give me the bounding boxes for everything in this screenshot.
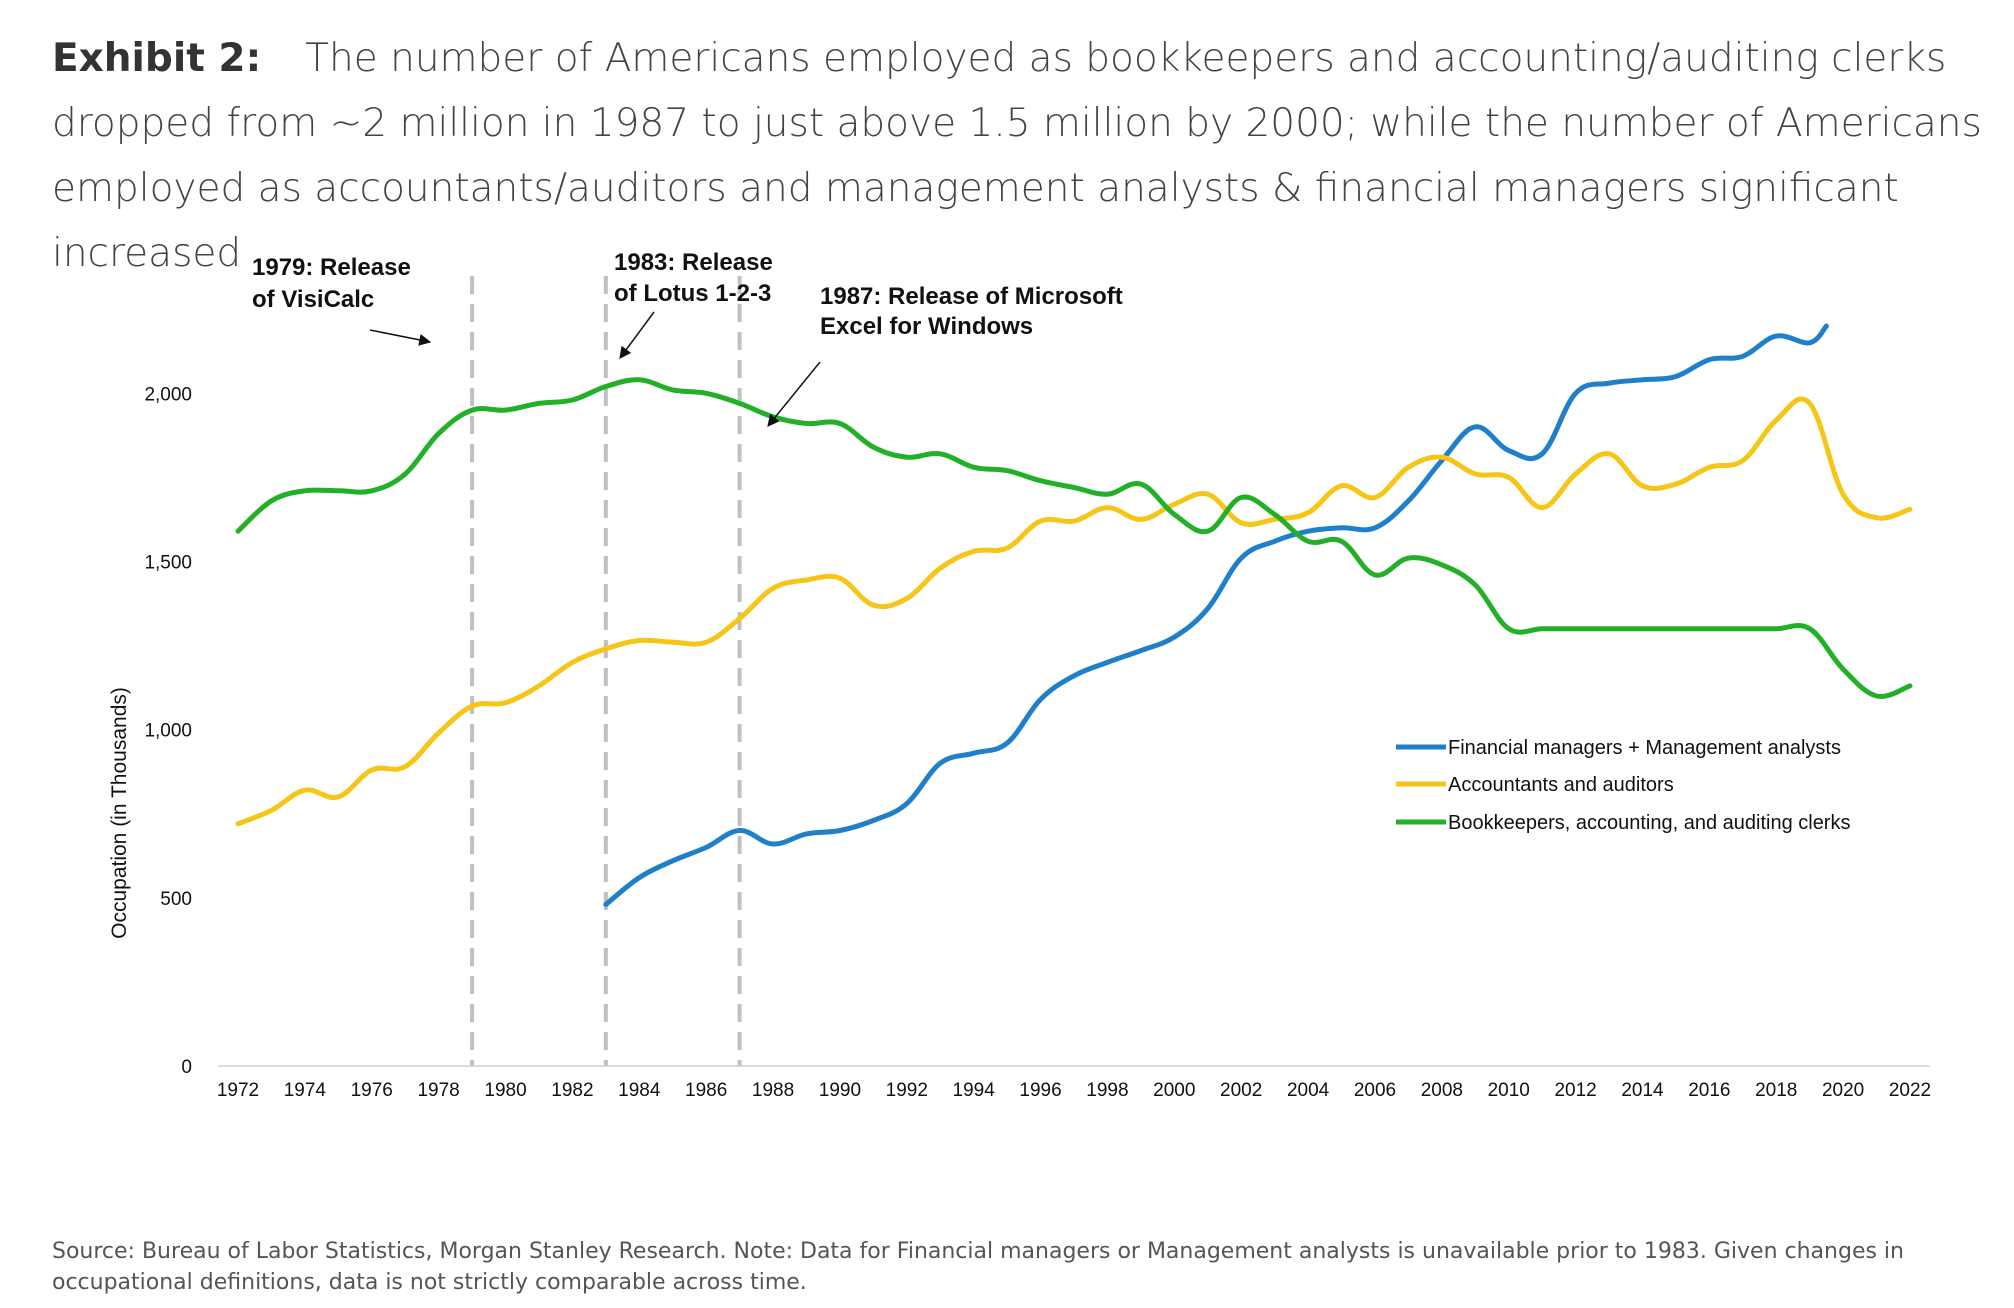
x-tick-label: 1976 — [351, 1080, 393, 1101]
series-financial-managers — [603, 323, 1829, 907]
event-lines — [470, 276, 742, 1066]
exhibit-label: Exhibit 2: — [52, 36, 262, 81]
x-tick-label: 2004 — [1287, 1080, 1330, 1101]
y-tick-label: 2,000 — [144, 384, 192, 405]
x-tick-label: 2012 — [1554, 1080, 1596, 1101]
x-tick-label: 2002 — [1220, 1080, 1262, 1101]
y-tick-label: 1,000 — [144, 721, 192, 742]
line-chart: 0 500 1,000 1,500 2,000 1972 1974 1976 1978 1980… — [108, 249, 1931, 1101]
x-tick-label: 1980 — [484, 1080, 526, 1101]
source-note: Source: Bureau of Labor Statistics, Morg… — [52, 1239, 1904, 1295]
annotation-visicalc-line1: 1979: Release — [252, 254, 411, 281]
y-tick-labels: 0 500 1,000 1,500 2,000 — [144, 384, 192, 1078]
x-tick-label: 1990 — [819, 1080, 861, 1101]
x-tick-label: 1974 — [284, 1080, 327, 1101]
annotation-visicalc-line2: of VisiCalc — [252, 286, 374, 313]
annotation-excel: 1987: Release of Microsoft Excel for Win… — [767, 283, 1123, 427]
legend-label-financial: Financial managers + Management analysts — [1448, 737, 1841, 759]
series-bookkeepers-clerks — [235, 377, 1913, 699]
x-tick-label: 1998 — [1086, 1080, 1128, 1101]
annotation-visicalc: 1979: Release of VisiCalc — [252, 254, 432, 346]
annotation-lotus-line2: of Lotus 1-2-3 — [614, 280, 771, 307]
x-tick-label: 1972 — [217, 1080, 259, 1101]
legend-label-accountants: Accountants and auditors — [1448, 774, 1674, 796]
x-tick-label: 2016 — [1688, 1080, 1730, 1101]
chart-header: Exhibit 2: The number of Americans employ… — [52, 26, 1982, 286]
annotation-excel-line1: 1987: Release of Microsoft — [820, 283, 1123, 310]
x-tick-labels: 1972 1974 1976 1978 1980 1982 1984 1986 1988 1990… — [217, 1080, 1931, 1101]
y-axis-label: Occupation (in Thousands) — [108, 687, 131, 939]
chart-title: The number of Americans employed as book… — [52, 36, 1982, 276]
x-tick-label: 2010 — [1488, 1080, 1530, 1101]
x-tick-label: 2018 — [1755, 1080, 1797, 1101]
x-tick-label: 1986 — [685, 1080, 727, 1101]
series-accountants-auditors — [235, 396, 1913, 827]
series-lines — [235, 323, 1913, 907]
annotation-lotus: 1983: Release of Lotus 1-2-3 — [614, 249, 773, 359]
annotation-excel-line2: Excel for Windows — [820, 313, 1033, 340]
annotation-visicalc-arrow — [369, 329, 432, 346]
x-tick-label: 1992 — [886, 1080, 928, 1101]
y-tick-label: 1,500 — [144, 552, 192, 573]
x-tick-label: 1994 — [953, 1080, 996, 1101]
x-tick-label: 2020 — [1822, 1080, 1864, 1101]
x-tick-label: 1988 — [752, 1080, 794, 1101]
x-tick-label: 2022 — [1889, 1080, 1931, 1101]
x-tick-label: 1984 — [618, 1080, 661, 1101]
x-tick-label: 2000 — [1153, 1080, 1195, 1101]
legend: Financial managers + Management analysts… — [1396, 737, 1850, 834]
x-tick-label: 2014 — [1621, 1080, 1664, 1101]
x-tick-label: 1996 — [1019, 1080, 1061, 1101]
x-tick-label: 2008 — [1421, 1080, 1463, 1101]
legend-label-bookkeepers: Bookkeepers, accounting, and auditing cl… — [1448, 812, 1850, 834]
x-tick-label: 2006 — [1354, 1080, 1396, 1101]
x-tick-label: 1982 — [551, 1080, 593, 1101]
annotation-lotus-line1: 1983: Release — [614, 249, 773, 276]
annotation-excel-arrow — [767, 361, 821, 427]
x-tick-label: 1978 — [417, 1080, 459, 1101]
y-tick-label: 0 — [181, 1057, 192, 1078]
annotation-lotus-arrow — [619, 311, 655, 359]
y-tick-label: 500 — [160, 889, 192, 910]
